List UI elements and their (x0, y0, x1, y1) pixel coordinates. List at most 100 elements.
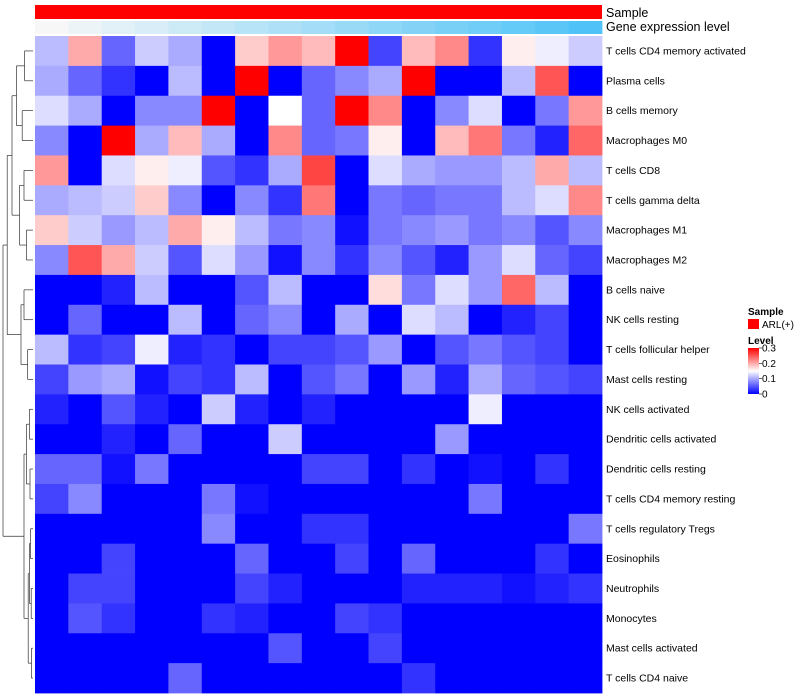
heatmap-cell (68, 513, 103, 545)
heatmap-cell (568, 155, 603, 186)
legend-tick-label: 0.2 (762, 359, 776, 370)
heatmap-cell (535, 394, 570, 425)
heatmap-cell (268, 274, 303, 306)
heatmap-cell (235, 125, 269, 156)
heatmap-cell (501, 543, 536, 574)
heatmap-cell (68, 364, 103, 395)
heatmap-cell (35, 454, 69, 485)
row-labels: T cells CD4 memory activated Plasma cells… (606, 45, 746, 684)
heatmap-cell (168, 663, 203, 694)
heatmap-cell (268, 543, 303, 574)
heatmap-cell (335, 424, 369, 455)
heatmap-cell (435, 513, 469, 545)
heatmap-cell (501, 36, 536, 67)
heatmap-cell (268, 155, 303, 186)
heatmap-cell (68, 603, 103, 634)
heatmap-cell (268, 215, 303, 246)
row-label: T cells CD8 (606, 165, 660, 177)
heatmap-cell (568, 215, 603, 246)
heatmap-cell (68, 483, 103, 515)
heatmap-cell (168, 245, 203, 276)
heatmap-cell (35, 663, 69, 694)
heatmap-cell (568, 454, 603, 485)
heatmap-cell (168, 513, 203, 545)
heatmap-cell (101, 394, 136, 425)
heatmap-cell (435, 334, 469, 365)
heatmap-cell (568, 334, 603, 365)
heatmap-cell (368, 274, 403, 306)
heatmap-cell (301, 364, 336, 395)
heatmap-cell (335, 185, 369, 216)
heatmap-cell (101, 215, 136, 246)
heatmap-cell (68, 334, 103, 365)
heatmap-cell (401, 274, 436, 306)
heatmap-cell (501, 603, 536, 634)
heatmap-cell (235, 633, 269, 664)
heatmap-cell (368, 454, 403, 485)
row-label: T cells CD4 naive (606, 673, 688, 685)
heatmap-cell (235, 185, 269, 216)
heatmap-cell (101, 364, 136, 395)
gene-expression-annotation-label: Gene expression level (606, 20, 730, 34)
heatmap-cell (135, 125, 169, 156)
heatmap-cell (501, 483, 536, 515)
heatmap-cell (235, 215, 269, 246)
heatmap-cell (401, 304, 436, 336)
heatmap-cell (568, 663, 603, 694)
heatmap-cell (435, 185, 469, 216)
heatmap-cell (335, 573, 369, 604)
heatmap-cell (435, 215, 469, 246)
heatmap-cell (201, 483, 236, 515)
heatmap-cell (68, 215, 103, 246)
heatmap-cell (501, 65, 536, 97)
heatmap-cell (235, 245, 269, 276)
heatmap-cell (535, 65, 570, 97)
heatmap-cell (201, 663, 236, 694)
heatmap-cell (435, 663, 469, 694)
gene-expression-annotation-cell (368, 21, 403, 34)
row-label: Macrophages M1 (606, 225, 687, 237)
heatmap-cell (235, 483, 269, 515)
heatmap-cell (235, 394, 269, 425)
heatmap-cell (468, 513, 503, 545)
gene-expression-annotation-cell (468, 21, 503, 34)
heatmap-cell (335, 603, 369, 634)
heatmap-cell (368, 483, 403, 515)
heatmap-cell (35, 215, 69, 246)
legend-tick-label: 0.3 (762, 344, 776, 355)
heatmap-cell (168, 573, 203, 604)
heatmap-cell (135, 573, 169, 604)
heatmap-cell (335, 304, 369, 336)
heatmap-cell (101, 65, 136, 97)
heatmap-cell (68, 155, 103, 186)
heatmap-cell (168, 215, 203, 246)
heatmap-cell (35, 543, 69, 574)
heatmap-cell (201, 633, 236, 664)
heatmap-cell (401, 573, 436, 604)
heatmap-cell (135, 215, 169, 246)
heatmap-cell (401, 155, 436, 186)
heatmap-cell (268, 424, 303, 455)
heatmap-cell (301, 454, 336, 485)
heatmap-cell (368, 185, 403, 216)
heatmap-cell (501, 125, 536, 156)
heatmap-cell (468, 334, 503, 365)
gene-expression-annotation-cell (568, 21, 603, 34)
heatmap-cell (68, 304, 103, 336)
heatmap-cell (401, 483, 436, 515)
heatmap-cell (201, 245, 236, 276)
heatmap-cell (535, 304, 570, 336)
heatmap-cell (301, 603, 336, 634)
heatmap-cell (168, 65, 203, 97)
heatmap-cells (35, 36, 603, 694)
heatmap-cell (135, 274, 169, 306)
heatmap-cell (301, 274, 336, 306)
heatmap-cell (335, 633, 369, 664)
heatmap-cell (201, 513, 236, 545)
heatmap-cell (468, 245, 503, 276)
heatmap-cell (468, 274, 503, 306)
heatmap-cell (401, 633, 436, 664)
heatmap-cell (135, 454, 169, 485)
heatmap-cell (535, 95, 570, 126)
heatmap-cell (135, 36, 169, 67)
